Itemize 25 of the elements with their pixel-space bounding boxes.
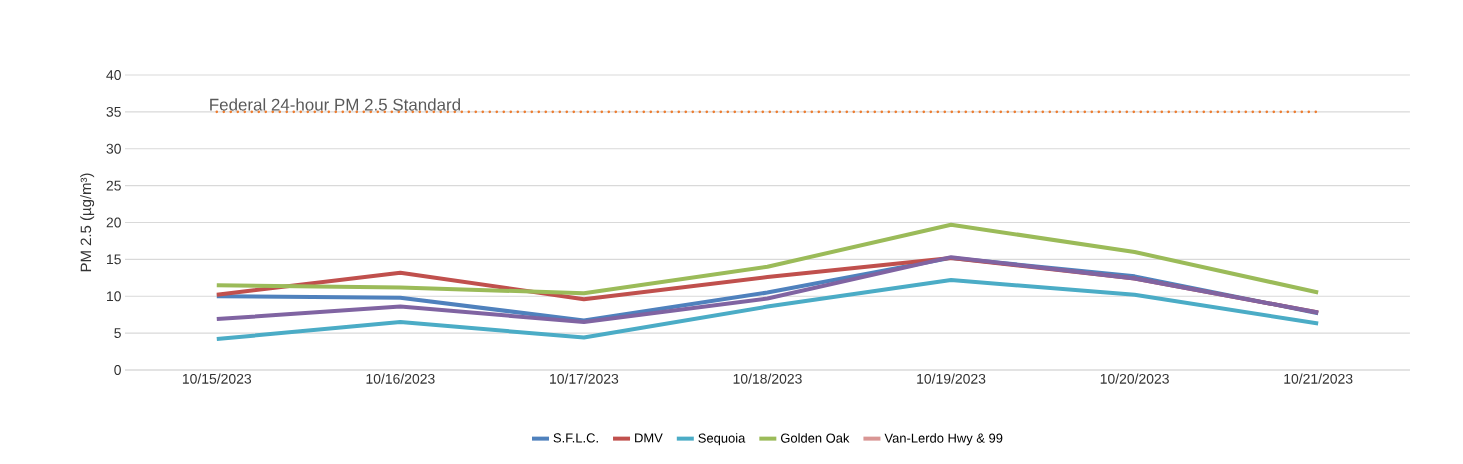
x-tick-label: 10/17/2023 (550, 373, 619, 384)
x-tick-label: 10/19/2023 (917, 373, 986, 384)
y-tick-label: 0 (114, 365, 121, 375)
annotation: Federal 24-hour PM 2.5 Standard (210, 98, 460, 111)
x-tick-label: 10/18/2023 (733, 373, 802, 384)
y-axis-title: PM 2.5 (µg/m³) (80, 173, 95, 272)
x-tick-label: 10/21/2023 (1284, 373, 1353, 384)
x-tick-label: 10/16/2023 (366, 373, 435, 384)
y-tick-label: 25 (106, 180, 121, 191)
y-tick-label: 40 (106, 70, 121, 80)
y-tick-label: 15 (107, 254, 121, 265)
y-tick-label: 35 (106, 106, 121, 117)
legend-label: Van-Lerdo Hwy & 99 (884, 433, 1003, 446)
legend-label: DMV (635, 433, 663, 443)
legend-label: Golden Oak (780, 433, 850, 443)
legend-label: Sequoia (698, 433, 746, 446)
y-tick-label: 20 (106, 217, 121, 228)
x-tick-label: 10/15/2023 (182, 373, 252, 384)
y-tick-label: 30 (106, 143, 121, 154)
y-tick-label: 10 (107, 291, 121, 302)
x-tick-label: 10/20/2023 (1100, 373, 1169, 384)
line-series (214, 222, 1321, 296)
legend-label: S.F.L.C. (553, 433, 598, 443)
line-series (214, 278, 1321, 342)
y-tick-label: 5 (114, 328, 121, 338)
